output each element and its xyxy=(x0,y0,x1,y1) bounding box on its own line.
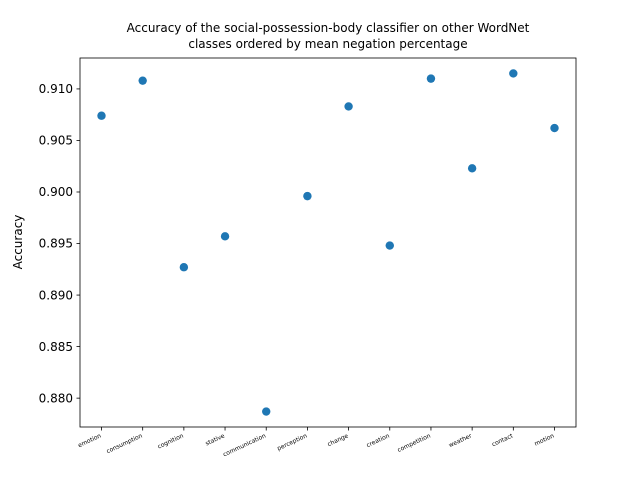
y-axis-ticks: 0.880 0.885 0.890 0.895 0.900 0.905 0.910 xyxy=(39,82,80,405)
y-axis-label: Accuracy xyxy=(11,215,25,270)
y-tick-label: 0.905 xyxy=(39,134,73,148)
data-points xyxy=(97,69,559,416)
data-point-perception xyxy=(303,191,312,201)
data-point-creation xyxy=(385,241,394,250)
chart-title-line-2: classes ordered by mean negation percent… xyxy=(188,37,467,51)
chart-title-line-1: Accuracy of the social-possession-body c… xyxy=(127,21,530,35)
plot-area-frame xyxy=(79,57,577,428)
data-point-cognition xyxy=(179,263,189,272)
y-tick-label: 0.900 xyxy=(39,185,73,199)
y-tick-label: 0.895 xyxy=(39,237,73,251)
data-point-motion xyxy=(550,123,559,133)
data-point-stative xyxy=(220,232,230,241)
data-point-change xyxy=(344,102,353,111)
data-point-competition xyxy=(426,74,436,83)
y-tick-label: 0.885 xyxy=(39,340,73,354)
data-point-weather xyxy=(467,164,477,173)
y-tick-label: 0.910 xyxy=(39,82,73,96)
data-point-contact xyxy=(509,69,518,78)
y-tick-label: 0.880 xyxy=(39,391,73,405)
data-point-consumption xyxy=(138,76,147,85)
data-point-communication xyxy=(262,407,271,416)
data-point-emotion xyxy=(97,111,106,120)
y-tick-label: 0.890 xyxy=(39,288,73,302)
